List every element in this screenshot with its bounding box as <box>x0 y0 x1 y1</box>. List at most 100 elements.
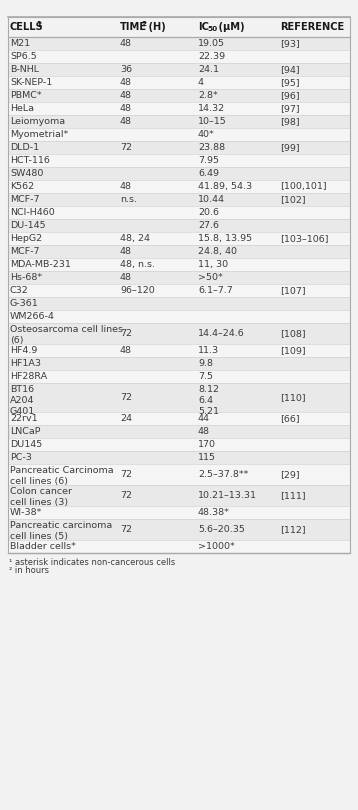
Text: HF1A3: HF1A3 <box>10 359 41 368</box>
Bar <box>8 219 350 232</box>
Text: Myometrial*: Myometrial* <box>10 130 68 139</box>
Text: HF28RA: HF28RA <box>10 372 47 381</box>
Text: 10–15: 10–15 <box>198 117 227 126</box>
Text: 7.5: 7.5 <box>198 372 213 381</box>
Text: [103–106]: [103–106] <box>280 234 329 243</box>
Text: 8.12
6.4
5.21: 8.12 6.4 5.21 <box>198 385 219 416</box>
Text: DLD-1: DLD-1 <box>10 143 39 152</box>
Text: MCF-7: MCF-7 <box>10 195 39 204</box>
Text: WI-38*: WI-38* <box>10 508 42 517</box>
Text: 23.88: 23.88 <box>198 143 225 152</box>
Bar <box>8 271 350 284</box>
Text: 1: 1 <box>36 20 41 27</box>
Text: (μM): (μM) <box>215 22 245 32</box>
Text: SP6.5: SP6.5 <box>10 52 37 61</box>
Text: REFERENCE: REFERENCE <box>280 22 344 32</box>
Text: 4: 4 <box>198 78 204 87</box>
Bar <box>8 370 350 383</box>
Bar <box>8 506 350 519</box>
Text: [97]: [97] <box>280 104 300 113</box>
Text: 48.38*: 48.38* <box>198 508 230 517</box>
Bar <box>8 519 350 540</box>
Text: NCI-H460: NCI-H460 <box>10 208 55 217</box>
Bar <box>8 17 350 37</box>
Bar <box>8 50 350 63</box>
Text: 11.3: 11.3 <box>198 346 219 355</box>
Bar <box>8 344 350 357</box>
Text: 72: 72 <box>120 143 132 152</box>
Bar <box>8 167 350 180</box>
Bar <box>8 425 350 438</box>
Text: 48: 48 <box>120 39 132 48</box>
Text: 22rv1: 22rv1 <box>10 414 38 423</box>
Text: MCF-7: MCF-7 <box>10 247 39 256</box>
Text: 44: 44 <box>198 414 210 423</box>
Bar <box>8 206 350 219</box>
Text: >1000*: >1000* <box>198 542 235 551</box>
Text: HepG2: HepG2 <box>10 234 42 243</box>
Text: 6.49: 6.49 <box>198 169 219 178</box>
Text: [108]: [108] <box>280 329 306 338</box>
Text: 5.6–20.35: 5.6–20.35 <box>198 525 245 534</box>
Text: ² in hours: ² in hours <box>9 566 49 575</box>
Text: PC-3: PC-3 <box>10 453 32 462</box>
Text: 72: 72 <box>120 393 132 402</box>
Text: 72: 72 <box>120 525 132 534</box>
Text: [109]: [109] <box>280 346 306 355</box>
Text: K562: K562 <box>10 182 34 191</box>
Text: G-361: G-361 <box>10 299 39 308</box>
Text: [95]: [95] <box>280 78 300 87</box>
Text: 50: 50 <box>207 26 217 32</box>
Text: 48, 24: 48, 24 <box>120 234 150 243</box>
Text: Colon cancer
cell lines (3): Colon cancer cell lines (3) <box>10 487 72 507</box>
Text: SK-NEP-1: SK-NEP-1 <box>10 78 52 87</box>
Bar <box>8 540 350 553</box>
Bar <box>8 323 350 344</box>
Text: 9.8: 9.8 <box>198 359 213 368</box>
Bar <box>8 128 350 141</box>
Text: [102]: [102] <box>280 195 306 204</box>
Text: 2: 2 <box>141 20 146 27</box>
Bar <box>8 310 350 323</box>
Text: LNCaP: LNCaP <box>10 427 40 436</box>
Text: n.s.: n.s. <box>120 195 137 204</box>
Text: ¹ asterisk indicates non-cancerous cells: ¹ asterisk indicates non-cancerous cells <box>9 558 175 567</box>
Text: M21: M21 <box>10 39 30 48</box>
Text: 24.8, 40: 24.8, 40 <box>198 247 237 256</box>
Text: 72: 72 <box>120 491 132 500</box>
Text: [66]: [66] <box>280 414 300 423</box>
Text: HF4.9: HF4.9 <box>10 346 37 355</box>
Bar <box>8 141 350 154</box>
Bar <box>8 17 350 553</box>
Text: 2.5–37.8**: 2.5–37.8** <box>198 470 248 479</box>
Bar <box>8 180 350 193</box>
Bar <box>8 297 350 310</box>
Text: TIME: TIME <box>120 22 147 32</box>
Bar <box>8 63 350 76</box>
Text: [98]: [98] <box>280 117 300 126</box>
Text: 41.89, 54.3: 41.89, 54.3 <box>198 182 252 191</box>
Text: 48: 48 <box>120 273 132 282</box>
Text: Pancreatic Carcinoma
cell lines (6): Pancreatic Carcinoma cell lines (6) <box>10 466 113 486</box>
Text: (H): (H) <box>145 22 166 32</box>
Text: [110]: [110] <box>280 393 306 402</box>
Text: [111]: [111] <box>280 491 306 500</box>
Text: Osteosarcoma cell lines
(6): Osteosarcoma cell lines (6) <box>10 325 123 345</box>
Bar <box>8 383 350 412</box>
Text: 115: 115 <box>198 453 216 462</box>
Text: SW480: SW480 <box>10 169 43 178</box>
Bar <box>8 193 350 206</box>
Text: Bladder cells*: Bladder cells* <box>10 542 76 551</box>
Text: [99]: [99] <box>280 143 300 152</box>
Text: [29]: [29] <box>280 470 300 479</box>
Text: WM266-4: WM266-4 <box>10 312 55 321</box>
Text: IC: IC <box>198 22 209 32</box>
Bar <box>8 464 350 485</box>
Text: 10.21–13.31: 10.21–13.31 <box>198 491 257 500</box>
Text: 14.4–24.6: 14.4–24.6 <box>198 329 245 338</box>
Text: HCT-116: HCT-116 <box>10 156 50 165</box>
Text: 48: 48 <box>198 427 210 436</box>
Bar <box>8 451 350 464</box>
Bar <box>8 485 350 506</box>
Text: [96]: [96] <box>280 91 300 100</box>
